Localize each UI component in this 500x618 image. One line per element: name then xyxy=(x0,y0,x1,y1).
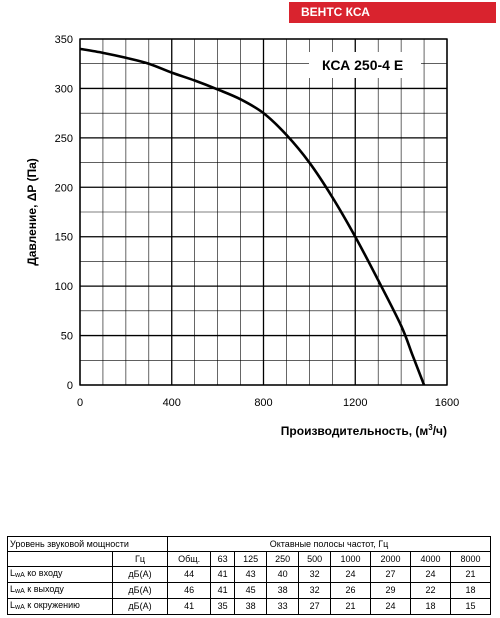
table-cell: 41 xyxy=(166,598,212,615)
y-tick-label: 100 xyxy=(55,281,73,293)
table-cell: 21 xyxy=(449,566,492,583)
table-row: LwA к окружению дБ(А) 41 35 38 33 27 21 24 18 15 xyxy=(7,598,492,615)
table-cell: 27 xyxy=(370,566,411,583)
table-cell: 29 xyxy=(370,582,411,599)
row-unit: дБ(А) xyxy=(112,566,168,583)
model-label-background xyxy=(309,52,421,78)
empty-cell xyxy=(7,551,113,567)
y-tick-label: 300 xyxy=(55,83,73,95)
row-label-sub: wA xyxy=(15,604,25,611)
table-cell: 43 xyxy=(234,566,268,583)
chart-title: КСА 250-4 Е xyxy=(322,57,403,73)
row-label-sub: wA xyxy=(15,588,25,595)
series-layer xyxy=(79,47,426,386)
row-label-pre: L xyxy=(10,568,16,578)
row-label-post: ко входу xyxy=(24,568,63,578)
column-header: 63 xyxy=(210,551,236,567)
x-axis-label: Производительность, (м3/ч) xyxy=(281,423,447,438)
table-cell: 24 xyxy=(330,566,372,583)
table-columns-row: Гц Общ. 63 125 250 500 1000 2000 4000 8000 xyxy=(7,551,492,567)
table-cell: 22 xyxy=(409,582,451,599)
y-tick-label: 50 xyxy=(61,331,73,343)
row-label: LwA ко входу xyxy=(7,566,113,583)
row-label-pre: L xyxy=(10,584,16,594)
x-tick-label: 800 xyxy=(254,397,272,409)
column-header: Общ. xyxy=(166,551,212,567)
sound-power-table: Уровень звуковой мощности Октавные полос… xyxy=(7,536,492,615)
y-tick-label: 200 xyxy=(55,182,73,194)
x-tick-label: 1600 xyxy=(435,397,459,409)
table-cell: 41 xyxy=(210,582,236,599)
y-tick-label: 350 xyxy=(55,34,73,46)
table-header-row: Уровень звуковой мощности Октавные полос… xyxy=(7,536,491,552)
x-axis-label-main: Производительность, (м xyxy=(281,424,429,438)
row-unit: дБ(А) xyxy=(112,598,168,615)
y-tick-label: 150 xyxy=(55,232,73,244)
table-cell: 24 xyxy=(409,566,451,583)
table-cell: 38 xyxy=(266,582,300,599)
y-tick-label: 250 xyxy=(55,133,73,145)
table-cell: 41 xyxy=(210,566,236,583)
x-tick-label: 1200 xyxy=(343,397,367,409)
row-unit: дБ(А) xyxy=(112,582,168,599)
y-tick-label: 0 xyxy=(67,380,73,392)
brand-banner: ВЕНТС КСА xyxy=(289,2,496,23)
x-tick-label: 400 xyxy=(163,397,181,409)
x-axis-label-sup: 3 xyxy=(428,423,433,432)
series-line-ksa-250-4e xyxy=(79,47,426,386)
column-header: 4000 xyxy=(409,551,451,567)
table-cell: 32 xyxy=(298,566,332,583)
y-axis-label: Давление, ΔP (Па) xyxy=(25,158,39,266)
table-cell: 44 xyxy=(166,566,212,583)
table-cell: 38 xyxy=(234,598,268,615)
table-cell: 18 xyxy=(409,598,451,615)
row-label: LwA к выходу xyxy=(7,582,113,599)
column-header: 8000 xyxy=(449,551,492,567)
row-label-pre: L xyxy=(10,600,16,610)
table-cell: 27 xyxy=(298,598,332,615)
column-header: 125 xyxy=(234,551,268,567)
bands-header: Октавные полосы частот, Гц xyxy=(167,536,491,552)
table-title: Уровень звуковой мощности xyxy=(7,536,168,552)
x-axis-label-end: /ч) xyxy=(433,424,447,438)
pressure-flow-chart: 0 400 800 1200 1600 0 50 100 150 200 250 300 350 КСА… xyxy=(25,34,460,438)
brand-title: ВЕНТС КСА xyxy=(301,5,370,19)
table-cell: 40 xyxy=(266,566,300,583)
column-header: 2000 xyxy=(370,551,411,567)
table-cell: 45 xyxy=(234,582,268,599)
table-cell: 24 xyxy=(370,598,411,615)
table-cell: 21 xyxy=(330,598,372,615)
tick-layer: 0 400 800 1200 1600 0 50 100 150 200 250 300 350 xyxy=(55,34,460,409)
x-tick-label: 0 xyxy=(77,397,83,409)
hz-label: Гц xyxy=(112,551,168,567)
column-header: 250 xyxy=(266,551,300,567)
table-cell: 18 xyxy=(449,582,492,599)
grid-layer xyxy=(79,38,448,386)
table-row: LwA к выходу дБ(А) 46 41 45 38 32 26 29 22 18 xyxy=(7,582,492,599)
column-header: 1000 xyxy=(330,551,372,567)
row-label-post: к окружению xyxy=(24,600,80,610)
row-label-sub: wA xyxy=(15,572,25,579)
table-cell: 26 xyxy=(330,582,372,599)
row-label: LwA к окружению xyxy=(7,598,113,615)
table-cell: 35 xyxy=(210,598,236,615)
table-cell: 15 xyxy=(449,598,492,615)
table-cell: 32 xyxy=(298,582,332,599)
row-label-post: к выходу xyxy=(24,584,64,594)
column-header: 500 xyxy=(298,551,332,567)
plot-frame xyxy=(79,38,448,386)
table-cell: 33 xyxy=(266,598,300,615)
table-row: LwA ко входу дБ(А) 44 41 43 40 32 24 27 24 21 xyxy=(7,566,492,583)
table-cell: 46 xyxy=(166,582,212,599)
